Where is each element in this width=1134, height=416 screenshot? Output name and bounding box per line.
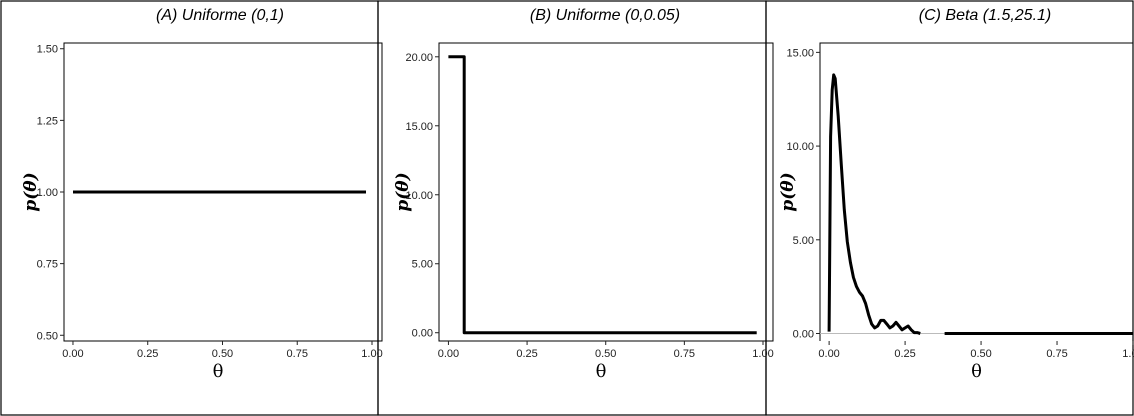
panel-a-x-tick-label: 0.25 — [137, 348, 158, 360]
panel-a-x-tick-label: 0.50 — [212, 348, 233, 360]
panel-b-x-tick-label: 0.50 — [595, 348, 616, 360]
panel-c-plot-area — [819, 42, 1133, 341]
panel-c-x-tick-label: 0.50 — [970, 348, 991, 360]
panel-c-x-tick-label: 0.75 — [1046, 348, 1067, 360]
panel-c-y-tick-label: 5.00 — [793, 235, 814, 247]
panel-b-y-tick-label: 0.00 — [412, 328, 433, 340]
panel-a-x-tick-label: 0.75 — [287, 348, 308, 360]
panel-b-x-tick-label: 1.00 — [752, 348, 773, 360]
chart-c: (C) Beta (1.5,25.1) 0.00 5.00 10.00 15.00 0.0… — [778, 7, 1134, 382]
panel-c-frame — [765, 0, 1134, 416]
panel-c-x-tick-label: 0.00 — [818, 348, 839, 360]
panel-c-y-tick-label: 0.00 — [793, 329, 814, 341]
panel-a-x-axis-label: θ — [213, 361, 224, 382]
panel-a-x-tick-label: 0.00 — [62, 348, 83, 360]
panel-b-x-tick-label: 0.25 — [516, 348, 537, 360]
panel-a-x-tick-label: 1.00 — [361, 348, 382, 360]
panel-b-y-axis-label: p(θ) — [393, 172, 413, 211]
panel-b-x-axis-label: θ — [596, 361, 607, 382]
panel-a-frame — [0, 0, 379, 416]
panel-c-x-tick-label: 1.00 — [1122, 348, 1134, 360]
panel-b-series-line-1 — [448, 55, 757, 335]
panel-c-title: (C) Beta (1.5,25.1) — [919, 7, 1052, 24]
panel-b-y-tick-label: 10.00 — [405, 190, 433, 202]
panel-a-y-tick-label: 1.50 — [37, 44, 58, 56]
panel-c-series-line-1 — [827, 73, 921, 335]
panel-a-y-tick-label: 0.50 — [37, 330, 58, 342]
panel-c-y-tick-label: 10.00 — [786, 141, 814, 153]
panel-a-title: (A) Uniforme (0,1) — [156, 7, 284, 24]
panel-b-x-tick-label: 0.75 — [674, 348, 695, 360]
panel-b-x-tick-label: 0.00 — [438, 348, 459, 360]
panel-b-title: (B) Uniforme (0,0.05) — [530, 7, 680, 24]
panel-a-y-tick-label: 1.25 — [37, 115, 58, 127]
panel-b-y-tick-label: 15.00 — [405, 121, 433, 133]
panel-b-y-tick-label: 5.00 — [412, 259, 433, 271]
panel-a-y-axis-label: p(θ) — [21, 172, 41, 211]
chart-b: (B) Uniforme (0,0.05) 0.00 5.00 10.00 15.00 2… — [393, 7, 774, 382]
panel-c-y-tick-label: 15.00 — [786, 47, 814, 59]
panel-a-y-tick-label: 0.75 — [37, 259, 58, 271]
panel-c-x-tick-label: 0.25 — [894, 348, 915, 360]
panel-c-y-axis-label: p(θ) — [778, 172, 798, 211]
panel-b-frame — [377, 0, 767, 416]
panel-a-y-tick-label: 1.00 — [37, 187, 58, 199]
chart-a: (A) Uniforme (0,1) 0.50 0.75 1.00 1.25 1.50 0.… — [21, 7, 383, 382]
panel-b-plot-area — [438, 42, 774, 342]
panel-b-y-tick-label: 20.00 — [405, 52, 433, 64]
panel-c-x-axis-label: θ — [971, 361, 982, 382]
